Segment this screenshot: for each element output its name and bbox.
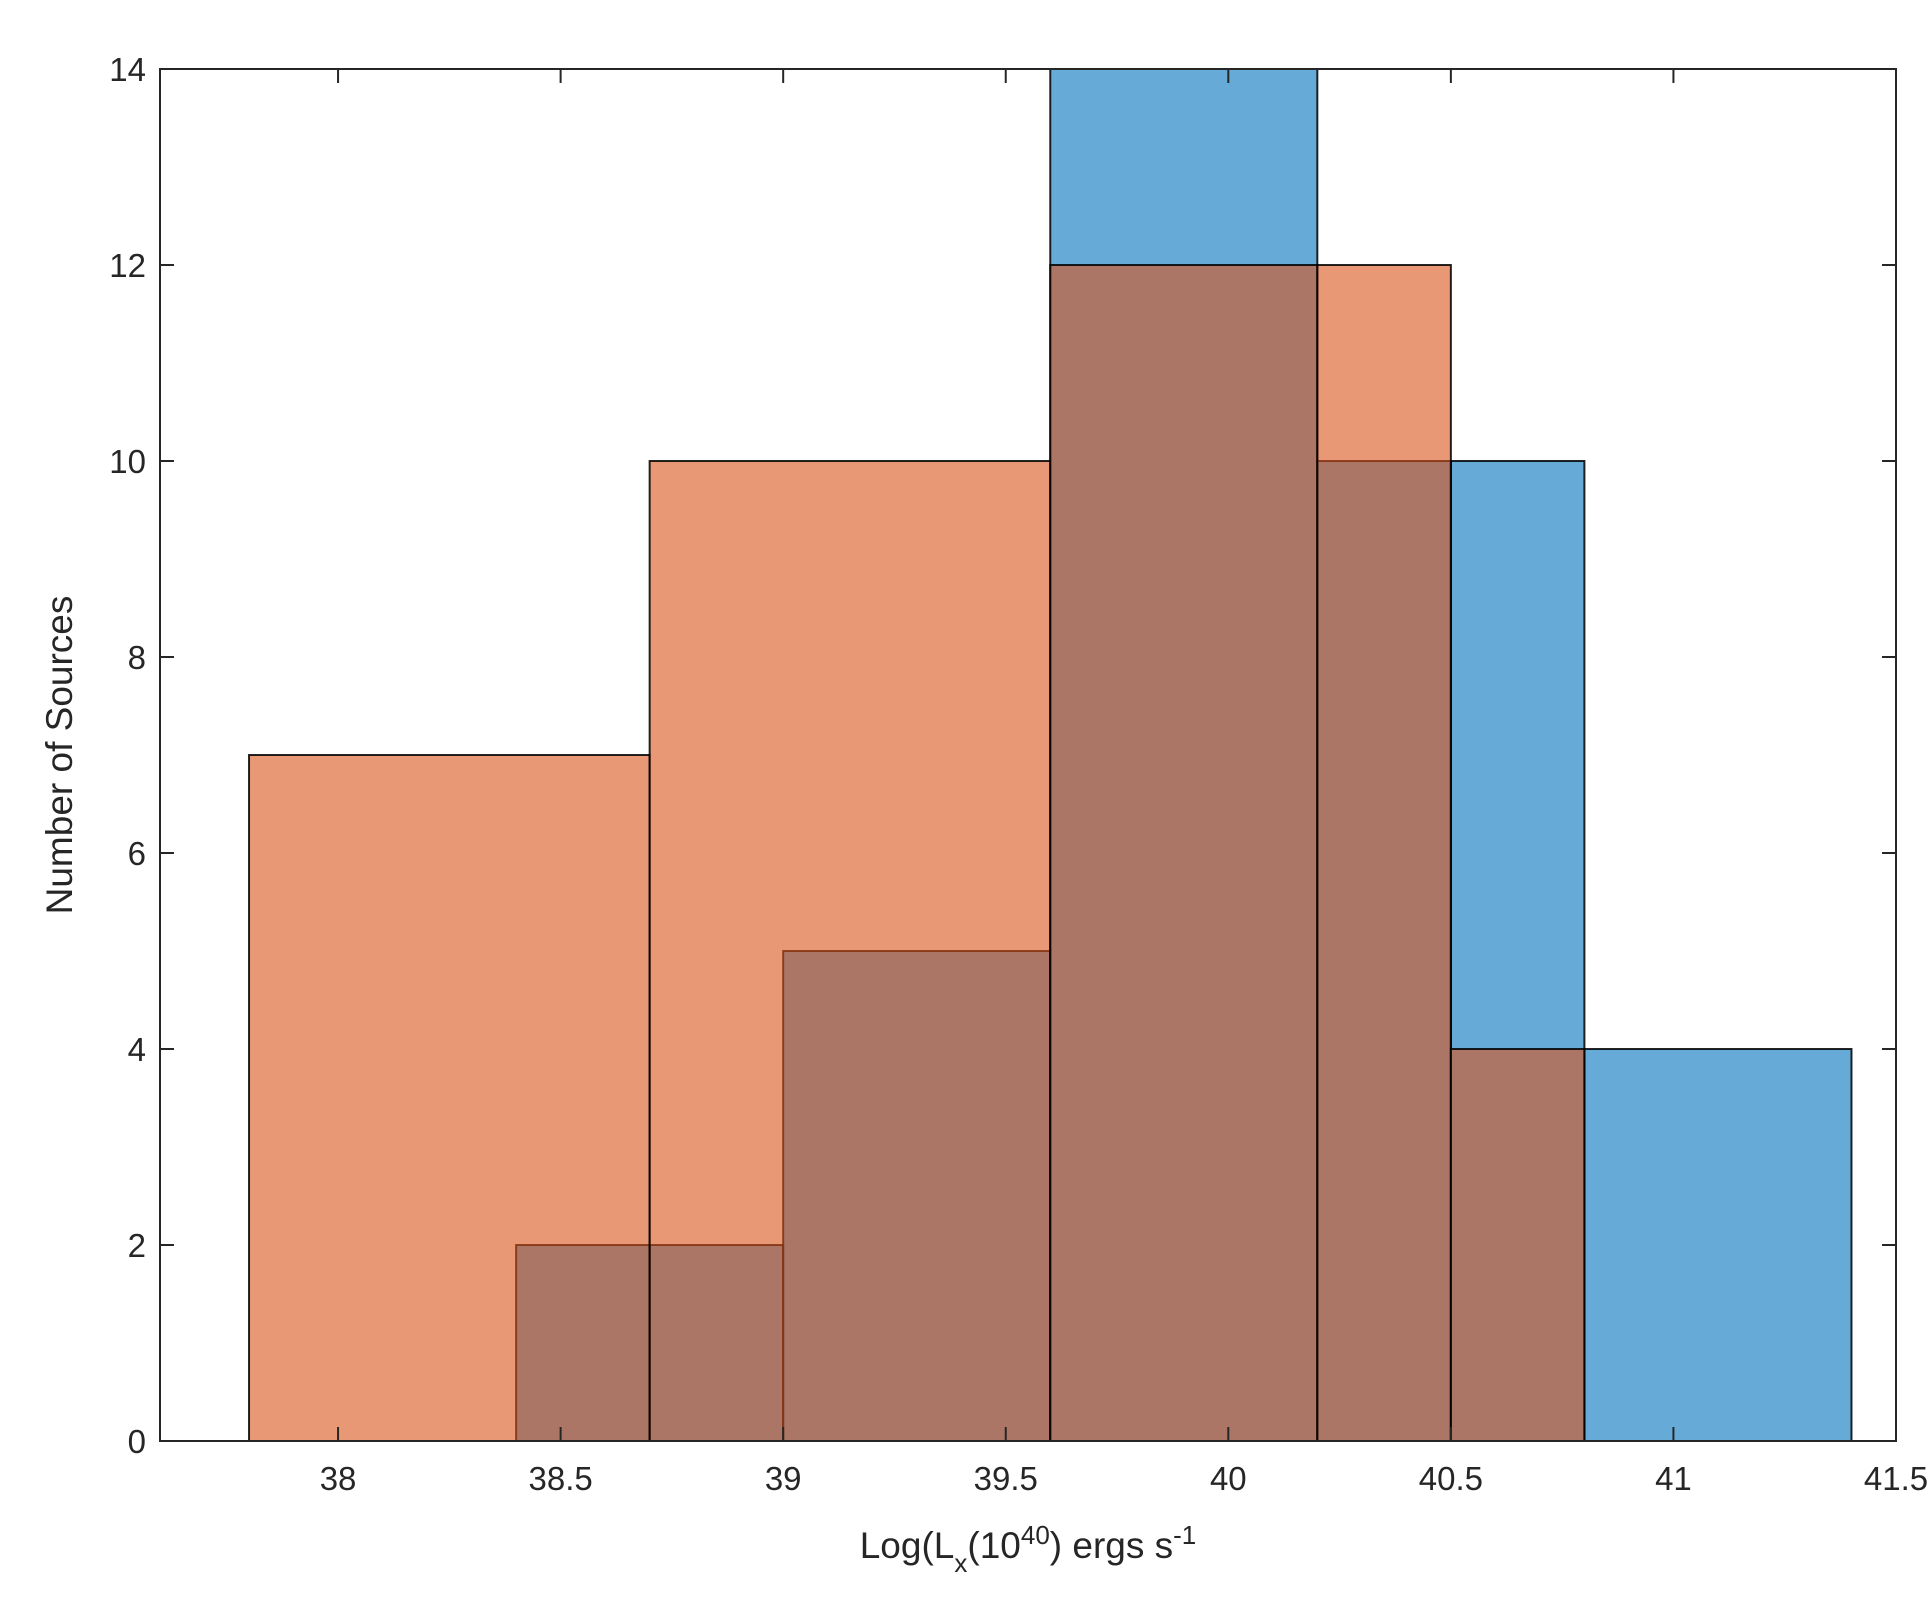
histogram-bar-series-2 [1049,264,1319,1442]
x-tick-label: 41 [1655,1460,1692,1497]
histogram-bar-series-1 [1583,1048,1853,1442]
x-axis-label-mid: (10 [967,1525,1020,1566]
x-tick-label: 40.5 [1419,1460,1483,1497]
x-axis-label-sub: x [954,1548,967,1578]
axes-box [159,68,1897,1442]
y-tick-label: 2 [128,1227,146,1264]
x-axis-label-after: ) ergs s [1050,1525,1173,1566]
y-tick-label: 4 [128,1031,146,1068]
x-axis-label-sup: 40 [1021,1520,1050,1550]
histogram-bar-series-2 [248,754,651,1442]
x-axis-label: Log(Lx(1040) ergs s-1 [860,1520,1197,1578]
histogram-bars [248,68,1853,1442]
y-axis-label: Number of Sources [39,596,80,915]
histogram-bar-series-2 [1449,1048,1586,1442]
histogram-bar-series-2 [1316,264,1452,1442]
y-tick-label: 6 [128,835,146,872]
y-tick-label: 8 [128,639,146,676]
x-tick-label: 40 [1210,1460,1247,1497]
x-axis-label-sup2: -1 [1173,1520,1196,1550]
x-tick-label: 39 [765,1460,802,1497]
y-tick-label: 10 [109,443,146,480]
histogram-bar-series-2 [648,460,1052,1442]
x-tick-label: 38.5 [528,1460,592,1497]
y-tick-label: 0 [128,1423,146,1460]
x-axis-label-base: Log(L [860,1525,955,1566]
x-tick-label: 39.5 [974,1460,1038,1497]
y-tick-label: 12 [109,247,146,284]
axis-ticks [160,68,1897,1442]
x-tick-label: 38 [320,1460,357,1497]
axis-tick-labels: 38 38.5 39 39.5 40 40.5 41 41.5 0 2 4 6 8 10 12 14 [109,51,1928,1497]
y-tick-label: 14 [109,51,146,88]
x-tick-label: 41.5 [1864,1460,1928,1497]
